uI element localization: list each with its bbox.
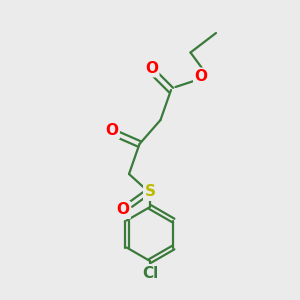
Text: O: O bbox=[194, 69, 208, 84]
Text: O: O bbox=[105, 123, 119, 138]
Text: O: O bbox=[116, 202, 130, 217]
Text: Cl: Cl bbox=[142, 266, 158, 280]
Text: O: O bbox=[145, 61, 158, 76]
Text: S: S bbox=[145, 184, 155, 200]
